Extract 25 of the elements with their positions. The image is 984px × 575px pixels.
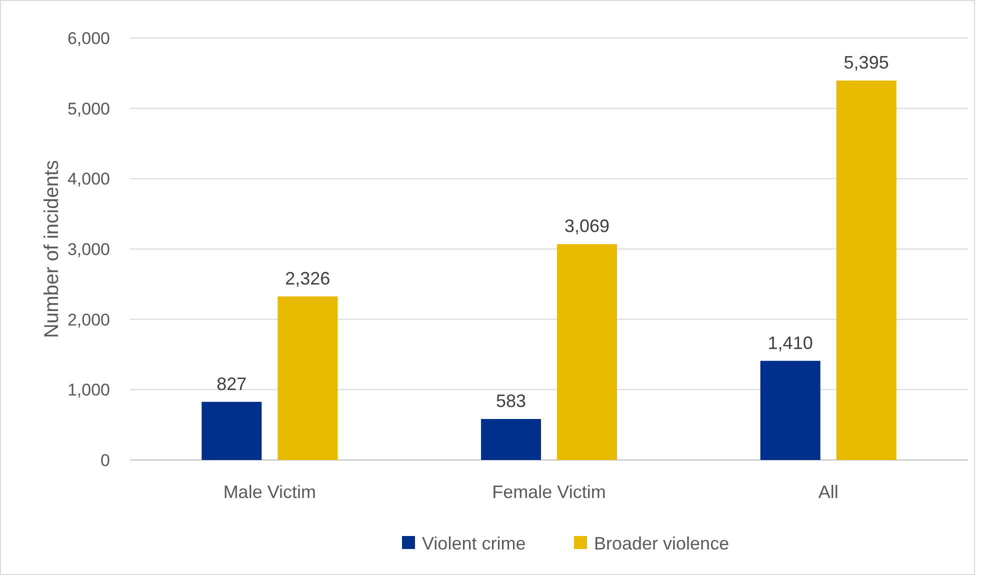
y-tick-label: 1,000 bbox=[67, 380, 110, 400]
y-tick-label: 6,000 bbox=[67, 28, 110, 48]
data-label: 583 bbox=[496, 390, 526, 411]
y-tick-label: 4,000 bbox=[67, 170, 110, 189]
bar bbox=[836, 80, 896, 460]
data-label: 827 bbox=[216, 374, 247, 394]
data-label: 3,069 bbox=[564, 216, 610, 236]
bar bbox=[278, 296, 338, 460]
y-tick-label: 3,000 bbox=[67, 240, 110, 259]
y-tick-label: 5,000 bbox=[67, 99, 110, 118]
legend-label: Violent crime bbox=[422, 533, 526, 554]
bar bbox=[202, 402, 262, 460]
bar bbox=[481, 418, 541, 460]
data-label: 5,395 bbox=[844, 52, 889, 73]
bar bbox=[760, 360, 820, 460]
y-tick-label: 2,000 bbox=[67, 310, 110, 330]
y-tick-label: 0 bbox=[100, 450, 110, 470]
legend-label: Broader violence bbox=[594, 533, 730, 554]
x-tick-label: Female Victim bbox=[492, 482, 606, 502]
x-tick-label: All bbox=[818, 482, 838, 502]
x-tick-label: Male Victim bbox=[223, 482, 316, 502]
bar bbox=[557, 244, 617, 460]
data-label: 1,410 bbox=[768, 332, 813, 353]
y-axis-title: Number of incidents bbox=[41, 160, 63, 338]
data-label: 2,326 bbox=[285, 268, 330, 288]
